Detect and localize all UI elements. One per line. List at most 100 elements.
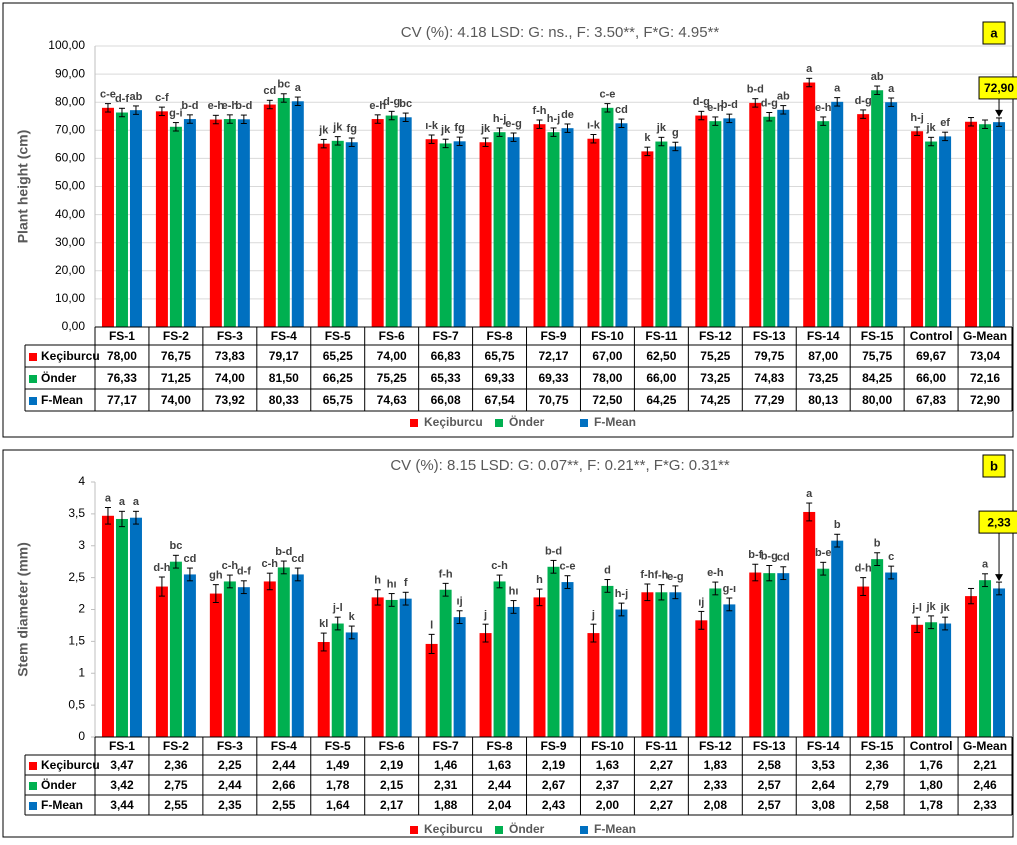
y-tick-label: 2 <box>78 602 85 616</box>
x-tick-label: FS-1 <box>109 739 135 753</box>
table-cell: 73,25 <box>700 371 730 385</box>
significance-letter: j <box>591 609 595 621</box>
bar <box>385 115 398 327</box>
error-bar <box>496 127 503 137</box>
significance-letter: kl <box>319 618 328 630</box>
error-bar <box>348 137 355 147</box>
error-bar <box>644 583 651 602</box>
significance-letter: a <box>982 559 989 571</box>
bar <box>155 111 168 328</box>
table-cell: 73,04 <box>970 349 1000 363</box>
table-cell: 77,29 <box>754 393 784 407</box>
table-cell: 2,43 <box>542 798 566 812</box>
error-bar <box>428 633 435 654</box>
table-cell: 72,16 <box>970 371 1000 385</box>
bar <box>803 511 816 737</box>
y-tick-label: 60,00 <box>55 151 85 165</box>
significance-letter: d-h <box>153 562 170 574</box>
table-cell: 1,49 <box>326 758 350 772</box>
table-cell: 2,57 <box>758 798 782 812</box>
significance-letter: d-f <box>115 93 129 105</box>
table-cell: 2,15 <box>380 778 404 792</box>
error-bar <box>482 623 489 643</box>
bar <box>291 101 304 327</box>
error-bar <box>104 507 111 525</box>
significance-letter: j <box>483 609 487 621</box>
bar <box>885 572 898 737</box>
legend-marker <box>495 826 503 834</box>
table-cell: 80,13 <box>808 393 838 407</box>
bar <box>709 121 722 327</box>
table-cell: 2,44 <box>488 778 512 792</box>
callout-label: 72,90 <box>984 81 1014 95</box>
significance-letter: cd <box>615 104 628 116</box>
significance-letter: j-l <box>332 602 343 614</box>
table-cell: 1,46 <box>434 758 458 772</box>
y-tick-label: 1 <box>78 665 85 679</box>
table-cell: 3,44 <box>110 798 134 812</box>
bar <box>385 599 398 737</box>
bar <box>493 132 506 327</box>
table-row-label: Önder <box>41 370 77 385</box>
bar <box>965 121 978 327</box>
table-cell: 66,00 <box>916 371 946 385</box>
bar <box>979 124 992 327</box>
table-cell: 80,33 <box>269 393 299 407</box>
error-bar <box>388 110 395 121</box>
bar <box>331 623 344 737</box>
significance-letter: ef <box>940 117 950 129</box>
bar <box>507 137 520 327</box>
bar <box>129 110 142 327</box>
error-bar <box>942 131 949 142</box>
significance-letter: e-h <box>815 102 832 114</box>
table-cell: 2,44 <box>218 778 242 792</box>
x-tick-label: FS-9 <box>540 739 566 753</box>
table-cell: 2,31 <box>434 778 458 792</box>
table-legend-marker <box>29 353 37 361</box>
significance-letter: b-d <box>747 84 764 96</box>
table-cell: 74,00 <box>377 349 407 363</box>
x-tick-label: Control <box>910 739 953 753</box>
significance-letter: a <box>888 83 895 95</box>
y-tick-label: 0 <box>78 729 85 743</box>
x-tick-label: G-Mean <box>963 329 1007 343</box>
significance-letter: cd <box>183 553 196 565</box>
significance-letter: g-i <box>169 107 182 119</box>
table-cell: 72,90 <box>970 393 1000 407</box>
error-bar <box>618 118 625 128</box>
significance-letter: e-h <box>369 100 386 112</box>
error-bar <box>442 138 449 149</box>
error-bar <box>402 112 409 123</box>
table-cell: 2,21 <box>973 758 997 772</box>
error-bar <box>604 579 611 593</box>
y-tick-label: 80,00 <box>55 94 85 108</box>
error-bar <box>766 565 773 582</box>
error-bar <box>320 138 327 149</box>
error-bar <box>226 574 233 589</box>
table-cell: 2,00 <box>596 798 620 812</box>
table-cell: 73,92 <box>215 393 245 407</box>
significance-letter: e-g <box>667 571 684 583</box>
table-row-label: F-Mean <box>41 798 83 812</box>
error-bar <box>482 137 489 147</box>
y-tick-label: 2,5 <box>68 570 85 584</box>
x-tick-label: FS-13 <box>753 329 786 343</box>
table-cell: 65,75 <box>323 393 353 407</box>
table-cell: 77,17 <box>107 393 137 407</box>
error-bar <box>874 552 881 567</box>
table-legend-marker <box>29 802 37 810</box>
table-cell: 2,35 <box>218 798 242 812</box>
bar <box>749 572 762 737</box>
significance-letter: e-h <box>707 567 724 579</box>
bar <box>317 143 330 327</box>
table-row-label: Keçiburcu <box>41 758 100 772</box>
bar <box>601 585 614 737</box>
significance-letter: f <box>404 577 408 589</box>
bar <box>453 617 466 737</box>
error-bar <box>212 114 219 125</box>
y-tick-label: 30,00 <box>55 235 85 249</box>
table-cell: 64,25 <box>646 393 676 407</box>
bar <box>237 587 250 737</box>
legend-label: Keçiburcu <box>424 415 483 429</box>
table-cell: 1,76 <box>919 758 943 772</box>
